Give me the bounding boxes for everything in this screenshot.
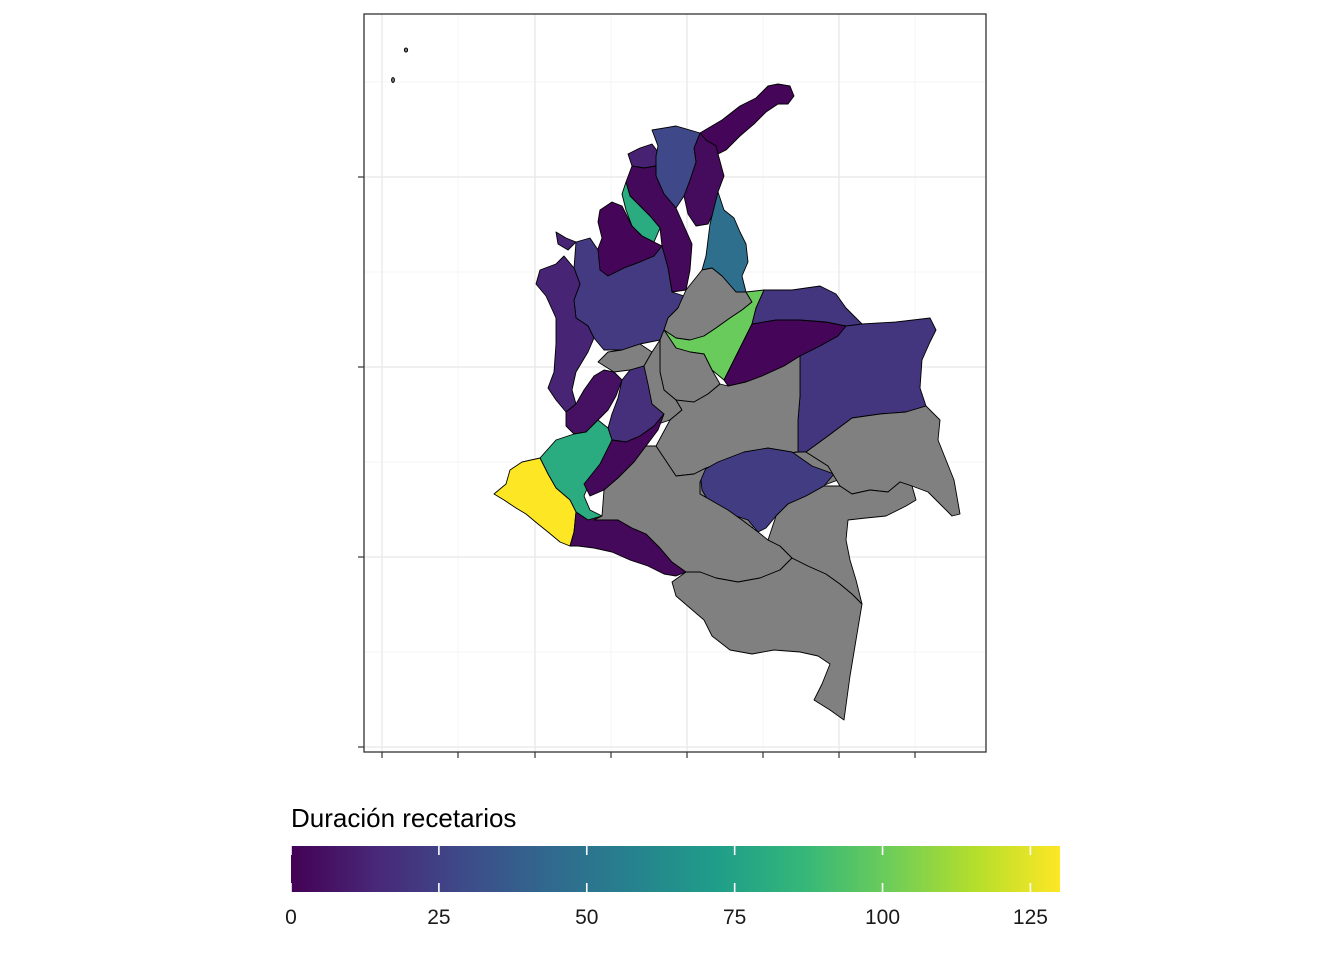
legend-colorbar bbox=[291, 846, 1060, 892]
axis-ticks bbox=[358, 176, 916, 758]
legend-tick-label: 0 bbox=[285, 906, 297, 929]
island-providencia bbox=[391, 77, 395, 83]
legend-tick-label: 50 bbox=[575, 906, 599, 929]
legend-title: Duración recetarios bbox=[291, 803, 517, 833]
region-guainia-east bbox=[767, 481, 917, 605]
region-narino bbox=[493, 457, 577, 547]
legend-tick-label: 125 bbox=[1012, 906, 1048, 929]
legend-tick-label: 75 bbox=[722, 906, 747, 929]
islands bbox=[391, 47, 409, 83]
region-caqueta bbox=[593, 445, 793, 583]
region-polygons bbox=[493, 83, 961, 721]
legend-gradient bbox=[291, 846, 1060, 892]
region-cesar bbox=[651, 125, 701, 209]
map-plot bbox=[358, 13, 987, 758]
legend-tick-label: 25 bbox=[427, 906, 451, 929]
region-amazonas bbox=[671, 557, 863, 721]
island-san-andres bbox=[403, 47, 409, 53]
region-choco bbox=[535, 231, 595, 413]
panel-border bbox=[363, 13, 987, 753]
legend-tick-label: 100 bbox=[865, 906, 901, 929]
